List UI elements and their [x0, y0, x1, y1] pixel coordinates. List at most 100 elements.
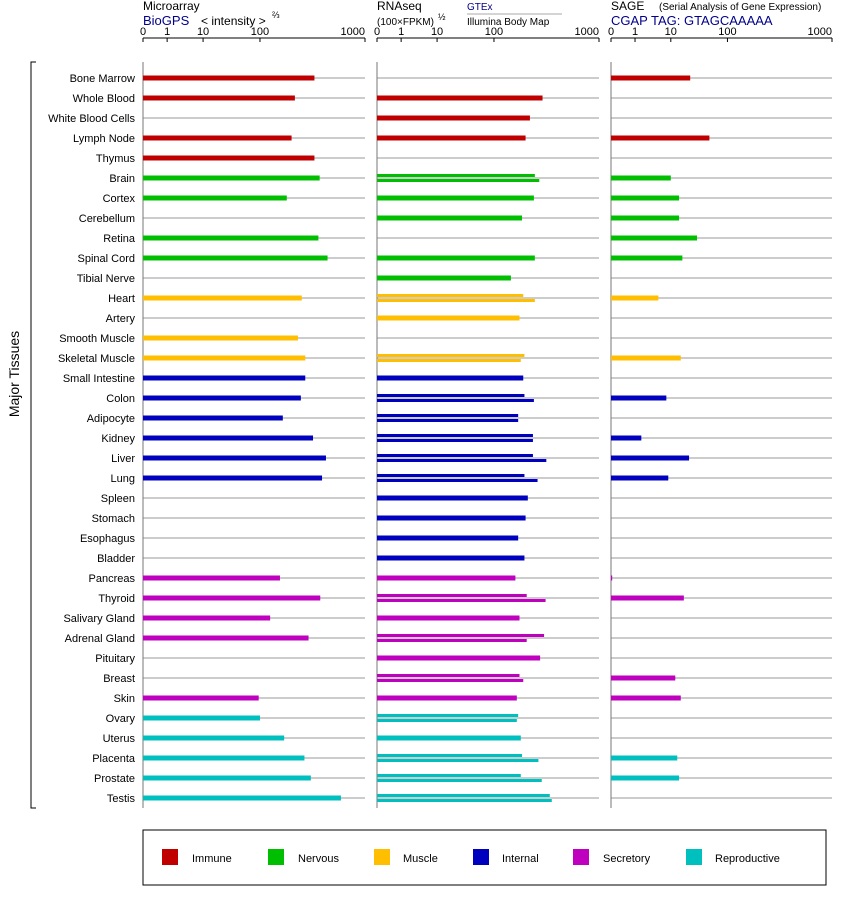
bar-microarray-salivary-gland: [143, 615, 271, 621]
bar-microarray-kidney: [143, 435, 314, 441]
x-tick-label-microarray-0: 0: [140, 26, 146, 38]
chart-panels: 0 1 10 100 1000 0 1 10 100 1000 0 1 10 100 1000: [140, 26, 833, 808]
bar-sage-placenta: [611, 755, 678, 761]
legend-box: [142, 829, 827, 886]
x-tick-label-rnaseq-0: 0: [374, 26, 380, 38]
tissue-label-salivary-gland: Salivary Gland: [63, 613, 135, 625]
bar-microarray-adipocyte: [143, 415, 283, 421]
bar-rnaseq-kidney-2: [377, 439, 533, 442]
tissue-label-brain: Brain: [109, 173, 135, 185]
bar-rnaseq-lymph-node: [377, 135, 526, 141]
bar-microarray-whole-blood: [143, 95, 295, 101]
bar-microarray-pancreas: [143, 575, 280, 581]
bar-sage-brain: [611, 175, 671, 181]
bar-rnaseq-esophagus: [377, 535, 519, 541]
tissue-label-ovary: Ovary: [106, 713, 136, 725]
bar-rnaseq-skin: [377, 695, 517, 701]
tissue-label-lung: Lung: [111, 473, 135, 485]
bar-rnaseq-skeletal-muscle-2: [377, 359, 521, 362]
bar-sage-spinal-cord: [611, 255, 683, 261]
legend-label-secretory: Secretory: [603, 853, 651, 865]
tissue-label-colon: Colon: [106, 393, 135, 405]
legend-label-reproductive: Reproductive: [715, 853, 780, 865]
x-tick-label-sage-10: 10: [665, 26, 677, 38]
bar-rnaseq-breast-1: [377, 674, 520, 677]
bar-microarray-prostate: [143, 775, 311, 781]
x-tick-label-sage-100: 100: [718, 26, 736, 38]
tissue-label-smooth-muscle: Smooth Muscle: [59, 333, 135, 345]
tissue-label-prostate: Prostate: [94, 773, 135, 785]
tissue-label-pituitary: Pituitary: [95, 653, 135, 665]
tissue-label-small-intestine: Small Intestine: [63, 373, 135, 385]
tissue-label-skeletal-muscle: Skeletal Muscle: [58, 353, 135, 365]
bar-rnaseq-cerebellum: [377, 215, 523, 221]
bar-rnaseq-placenta-1: [377, 754, 523, 757]
bar-microarray-testis: [143, 795, 341, 801]
tissue-group-label: Major Tissues: [6, 331, 22, 417]
bar-microarray-bone-marrow: [143, 75, 315, 81]
bar-sage-skeletal-muscle: [611, 355, 681, 361]
bar-rnaseq-skeletal-muscle-1: [377, 354, 525, 357]
tissue-label-cerebellum: Cerebellum: [79, 213, 135, 225]
bar-rnaseq-ovary-2: [377, 719, 517, 722]
tissue-rows: Bone Marrow Whole Blood White Blood Cells L…: [48, 73, 136, 805]
bar-rnaseq-adrenal-gland-2: [377, 639, 527, 642]
tissue-label-skin: Skin: [114, 693, 135, 705]
bar-sage-prostate: [611, 775, 680, 781]
bar-sage-skin: [611, 695, 681, 701]
bar-microarray-retina: [143, 235, 319, 241]
bar-rnaseq-brain-2: [377, 179, 540, 182]
tissue-label-uterus: Uterus: [103, 733, 136, 745]
bar-rnaseq-colon-1: [377, 394, 525, 397]
bar-microarray-adrenal-gland: [143, 635, 309, 641]
bar-rnaseq-adipocyte-1: [377, 414, 519, 417]
tissue-label-cortex: Cortex: [103, 193, 136, 205]
legend-label-muscle: Muscle: [403, 853, 438, 865]
bar-sage-thyroid: [611, 595, 684, 601]
tissue-label-spleen: Spleen: [101, 493, 135, 505]
bar-microarray-ovary: [143, 715, 260, 721]
rnaseq-unit: (100×FPKM): [377, 17, 434, 28]
legend-swatch-reproductive: [686, 849, 702, 865]
bar-microarray-heart: [143, 295, 302, 301]
bar-microarray-uterus: [143, 735, 285, 741]
bar-rnaseq-bladder: [377, 555, 525, 561]
bar-rnaseq-small-intestine: [377, 375, 524, 381]
x-tick-label-microarray-10: 10: [197, 26, 209, 38]
tissue-label-white-blood-cells: White Blood Cells: [48, 113, 135, 125]
bar-rnaseq-prostate-1: [377, 774, 521, 777]
x-tick-label-rnaseq-100: 100: [485, 26, 503, 38]
tissue-label-tibial-nerve: Tibial Nerve: [77, 273, 135, 285]
bar-microarray-skin: [143, 695, 259, 701]
tissue-label-heart: Heart: [108, 293, 135, 305]
bar-microarray-liver: [143, 455, 326, 461]
bar-rnaseq-liver-1: [377, 454, 533, 457]
bar-rnaseq-salivary-gland: [377, 615, 520, 621]
rnaseq-unit-exponent: ½: [438, 12, 446, 22]
tissue-label-retina: Retina: [103, 233, 136, 245]
bar-sage-liver: [611, 455, 690, 461]
bar-sage-breast: [611, 675, 676, 681]
legend-swatch-muscle: [374, 849, 390, 865]
x-tick-label-rnaseq-1: 1: [398, 26, 404, 38]
bar-microarray-skeletal-muscle: [143, 355, 306, 361]
tissue-label-esophagus: Esophagus: [80, 533, 136, 545]
tissue-label-thymus: Thymus: [96, 153, 136, 165]
x-tick-label-rnaseq-1000: 1000: [575, 26, 599, 38]
panel-microarray: 0 1 10 100 1000: [140, 26, 366, 808]
bar-sage-heart: [611, 295, 659, 301]
bar-rnaseq-white-blood-cells: [377, 115, 530, 121]
sage-subtitle: (Serial Analysis of Gene Expression): [659, 2, 821, 13]
tissue-label-stomach: Stomach: [92, 513, 135, 525]
bar-rnaseq-adipocyte-2: [377, 419, 519, 422]
tissue-label-adipocyte: Adipocyte: [87, 413, 135, 425]
bar-microarray-small-intestine: [143, 375, 306, 381]
microarray-source: BioGPS: [143, 13, 190, 28]
bar-microarray-smooth-muscle: [143, 335, 298, 341]
legend-swatch-immune: [162, 849, 178, 865]
bar-rnaseq-lung-1: [377, 474, 525, 477]
bar-rnaseq-spleen: [377, 495, 528, 501]
bar-microarray-placenta: [143, 755, 305, 761]
bar-rnaseq-ovary-1: [377, 714, 519, 717]
